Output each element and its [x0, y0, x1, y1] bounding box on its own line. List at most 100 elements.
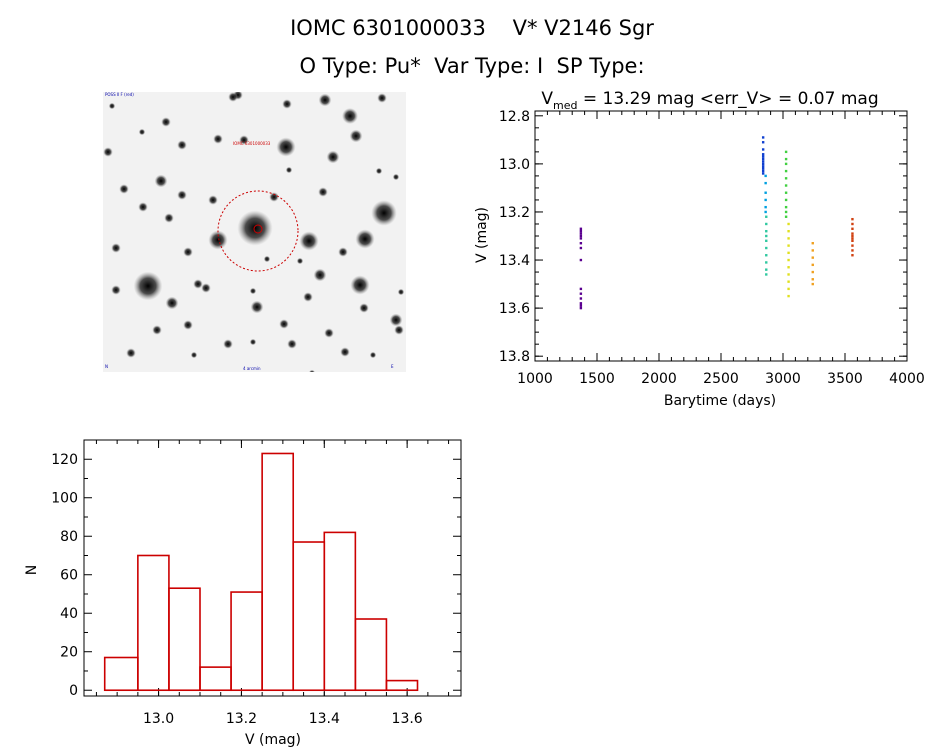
star-39 — [269, 192, 279, 202]
light-curve-title-rest: = 13.29 mag <err_V> = 0.07 mag — [577, 89, 878, 109]
star-21 — [119, 184, 129, 194]
hist-ytick-label-2: 40 — [60, 606, 78, 622]
lc-point-4-1 — [784, 157, 788, 161]
image-corner-bc-label: 4 arcmin — [243, 366, 261, 371]
lc-point-4-0 — [784, 150, 788, 154]
hist-bar-9 — [385, 679, 419, 692]
target-marker-label: IOMC 6301000033 — [233, 141, 271, 146]
lc-xtick-label-0: 1000 — [517, 371, 553, 387]
star-11 — [318, 93, 332, 107]
lc-ytick-label-5: 13.8 — [499, 349, 530, 365]
image-corner-bl-label: N — [105, 364, 108, 369]
star-14 — [313, 268, 327, 282]
star-32 — [287, 339, 297, 349]
star-1 — [133, 271, 163, 301]
lc-point-2-3 — [764, 198, 767, 202]
star-9 — [326, 150, 340, 164]
star-60 — [249, 287, 257, 295]
star-29 — [359, 303, 369, 313]
lc-xtick-label-3: 2500 — [703, 371, 739, 387]
star-53 — [285, 166, 293, 174]
hist-bar-0 — [103, 656, 139, 692]
star-52 — [177, 140, 187, 150]
star-40 — [208, 195, 218, 205]
star-2 — [371, 200, 397, 226]
lc-point-2-1 — [764, 181, 767, 185]
lc-point-6-4 — [811, 270, 814, 274]
light-curve-xlabel: Barytime (days) — [664, 393, 776, 409]
lc-ytick-label-3: 13.4 — [499, 253, 530, 269]
lc-point-4-6 — [784, 191, 788, 194]
lc-point-5-8 — [787, 280, 790, 283]
lc-point-1-6 — [761, 160, 765, 163]
star-50 — [103, 147, 113, 157]
lc-point-1-0 — [761, 136, 765, 139]
lc-point-2-0 — [764, 174, 767, 178]
lc-point-2-4 — [764, 205, 767, 209]
star-23 — [201, 283, 211, 293]
star-55 — [397, 288, 405, 296]
light-curve-title: Vmed = 13.29 mag <err_V> = 0.07 mag — [541, 89, 878, 112]
star-8 — [342, 108, 358, 124]
star-37 — [228, 92, 238, 102]
star-22 — [193, 279, 203, 289]
lc-point-6-5 — [811, 278, 814, 281]
star-35 — [213, 134, 223, 144]
lc-point-5-4 — [787, 251, 790, 255]
hist-bar-2 — [168, 587, 201, 692]
star-45 — [303, 292, 313, 302]
star-24 — [165, 296, 179, 310]
image-corner-tl-label: POSS II F (red) — [105, 92, 134, 97]
lc-point-0-5 — [579, 242, 583, 245]
star-62 — [249, 338, 257, 346]
star-27 — [111, 285, 121, 295]
lc-point-5-3 — [787, 244, 790, 247]
hist-bar-7 — [323, 531, 357, 692]
lc-point-3-7 — [765, 261, 768, 264]
lc-point-0-0 — [579, 227, 583, 230]
star-18 — [111, 243, 121, 253]
star-5 — [208, 230, 228, 250]
lc-point-3-4 — [765, 239, 768, 243]
star-57 — [369, 351, 377, 359]
lc-point-4-4 — [784, 177, 788, 180]
hist-bar-1 — [137, 554, 170, 692]
star-33 — [389, 313, 403, 327]
lc-point-5-2 — [787, 237, 790, 240]
star-42 — [318, 187, 328, 197]
lc-point-4-2 — [784, 162, 788, 166]
star-43 — [263, 255, 271, 263]
star-10 — [349, 129, 363, 143]
hist-xtick-label-3: 13.6 — [392, 711, 423, 727]
lc-point-6-2 — [811, 256, 814, 259]
lc-point-0-1 — [579, 229, 583, 233]
hist-xtick-label-2: 13.4 — [309, 711, 340, 727]
lc-point-7-6 — [851, 239, 854, 243]
lc-point-7-1 — [851, 222, 854, 226]
lc-point-0-7 — [579, 258, 583, 262]
star-30 — [324, 328, 334, 338]
star-58 — [138, 128, 146, 136]
star-28 — [250, 300, 264, 314]
lc-xtick-label-5: 3500 — [827, 371, 863, 387]
lc-point-0-13 — [579, 306, 583, 310]
lc-point-0-3 — [579, 234, 583, 238]
lc-point-7-0 — [851, 217, 854, 221]
lc-point-0-11 — [579, 302, 583, 305]
lc-point-5-0 — [787, 222, 790, 226]
lc-point-5-6 — [787, 266, 790, 269]
image-corner-br-label: E — [391, 364, 394, 369]
lc-ytick-label-1: 13.0 — [499, 157, 530, 173]
lc-point-0-12 — [579, 304, 583, 307]
lc-point-7-8 — [851, 249, 854, 252]
lc-point-1-4 — [761, 155, 765, 158]
star-20 — [138, 202, 148, 212]
light-curve-title-sub: med — [553, 99, 577, 112]
lc-point-3-3 — [765, 234, 768, 238]
lc-point-7-9 — [851, 254, 854, 257]
star-48 — [223, 339, 233, 349]
star-59 — [239, 135, 249, 145]
star-15 — [154, 174, 168, 188]
star-12 — [282, 99, 292, 109]
lc-point-4-5 — [784, 184, 788, 187]
